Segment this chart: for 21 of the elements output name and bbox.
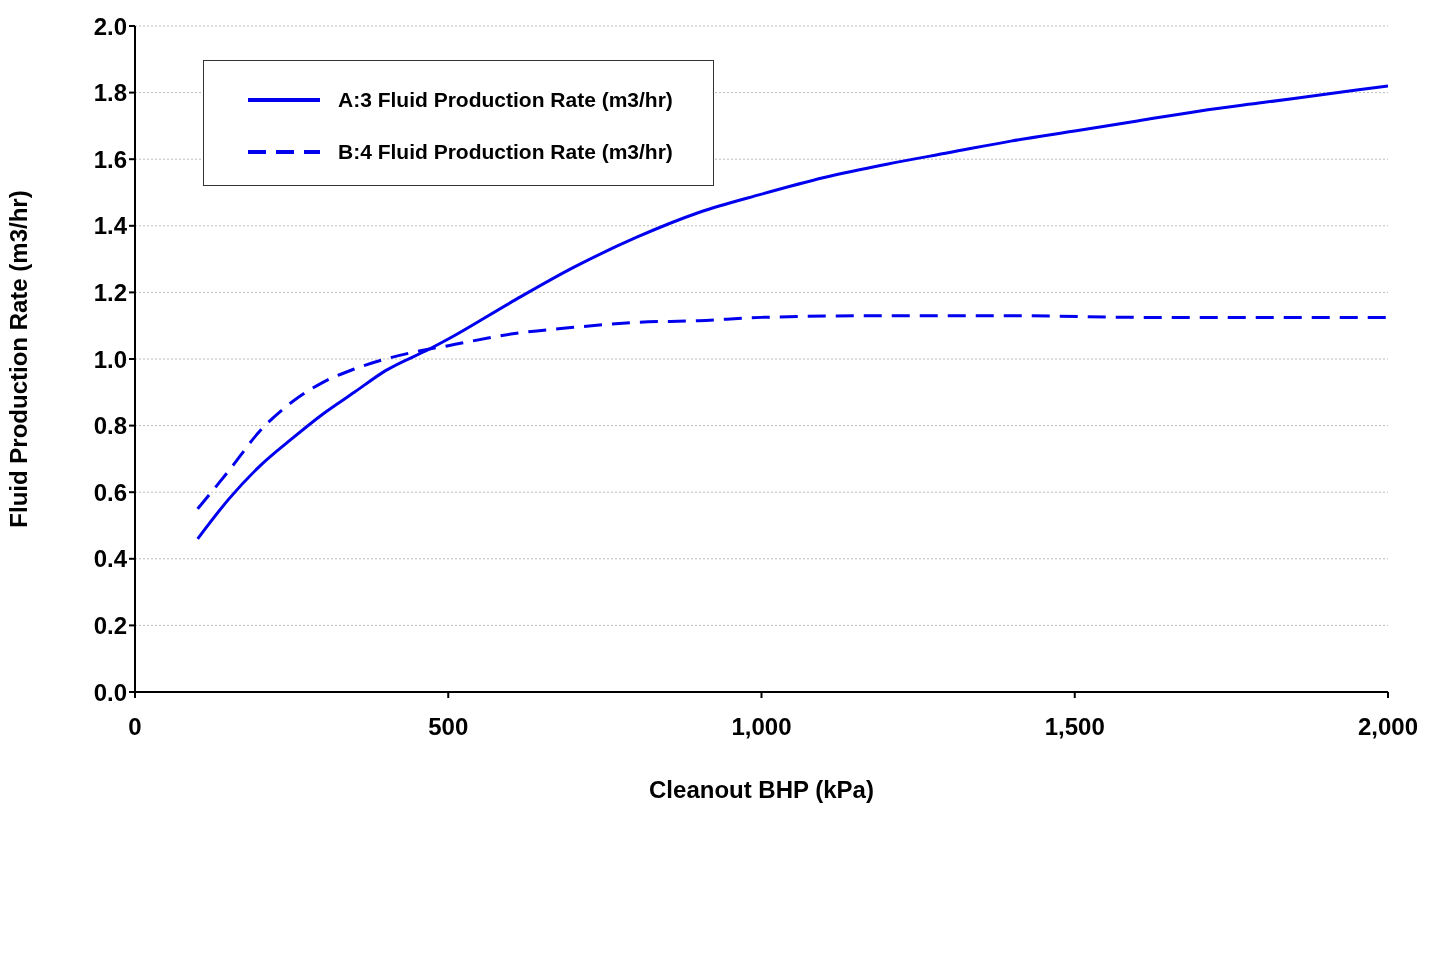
x-axis-title: Cleanout BHP (kPa) <box>649 776 874 803</box>
y-tick-label: 1.6 <box>93 145 127 173</box>
y-tick-label: 1.8 <box>93 79 127 107</box>
line-series <box>196 84 1388 541</box>
y-tick-label: 0.4 <box>93 545 128 573</box>
x-tick-label: 0 <box>128 713 142 741</box>
x-tick-label: 500 <box>428 713 469 741</box>
x-tick-label: 2,000 <box>1357 713 1419 741</box>
y-tick-label: 1.2 <box>93 278 127 306</box>
legend-label: A:3 Fluid Production Rate (m3/hr) <box>338 87 673 112</box>
x-tick-label: 1,500 <box>1044 713 1105 741</box>
y-tick-label: 0.6 <box>93 478 127 506</box>
y-tick-label: 1.4 <box>93 212 128 240</box>
y-tick-label: 0.8 <box>93 412 127 440</box>
y-tick-label: 2.0 <box>93 12 127 40</box>
legend-label: B:4 Fluid Production Rate (m3/hr) <box>338 139 673 164</box>
x-tick-label: 1,000 <box>731 713 792 741</box>
y-tick-label: 1.0 <box>93 345 127 373</box>
y-tick-label: 0.0 <box>93 678 127 706</box>
y-tick-label: 0.2 <box>93 611 127 639</box>
y-axis-title: Fluid Production Rate (m3/hr) <box>4 190 32 528</box>
